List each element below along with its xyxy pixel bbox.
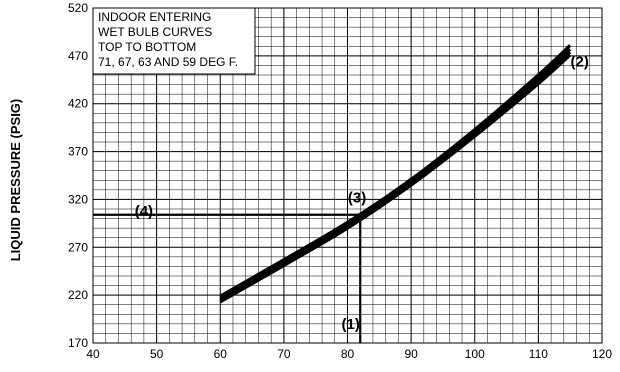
legend-box: INDOOR ENTERING WET BULB CURVES TOP TO B…	[92, 7, 256, 75]
y-tick-label: 270	[68, 240, 88, 254]
wet-bulb-curve-3	[219, 50, 572, 302]
reference-lines	[93, 213, 362, 343]
series-curves	[219, 44, 572, 304]
x-tick-labels: 40 50 60 70 80 90 100 110 120	[86, 347, 612, 361]
plot-frame	[92, 7, 603, 344]
x-tick-label: 80	[341, 347, 355, 361]
wet-bulb-curve-2	[219, 47, 572, 300]
annotation-1: (1)	[342, 316, 360, 333]
y-tick-label: 370	[68, 145, 88, 159]
y-tick-label: 320	[68, 192, 88, 206]
y-tick-label: 220	[68, 288, 88, 302]
legend-line-4: 71, 67, 63 AND 59 DEG F.	[98, 55, 238, 69]
y-tick-label: 170	[68, 336, 88, 350]
y-tick-label: 420	[68, 97, 88, 111]
x-tick-label: 60	[214, 347, 228, 361]
annotation-4: (4)	[135, 203, 153, 220]
x-tick-label: 50	[150, 347, 164, 361]
x-tick-label: 40	[86, 347, 100, 361]
x-tick-label: 90	[404, 347, 418, 361]
y-tick-label: 470	[68, 49, 88, 63]
annotations: (1) (2) (3) (4)	[135, 54, 589, 333]
y-axis-label: LIQUID PRESSURE (PSIG)	[8, 99, 23, 262]
annotation-2: (2)	[571, 54, 589, 71]
x-tick-label: 120	[592, 347, 612, 361]
y-tick-labels: 170 220 270 320 370 420 470 520	[68, 1, 88, 350]
legend-line-1: INDOOR ENTERING	[98, 10, 211, 24]
x-tick-label: 110	[529, 347, 548, 361]
legend-line-2: WET BULB CURVES	[98, 25, 212, 39]
y-tick-label: 520	[68, 1, 88, 15]
legend-frame	[92, 7, 256, 75]
x-tick-label: 70	[277, 347, 291, 361]
wet-bulb-curve-4	[219, 53, 572, 304]
x-tick-label: 100	[465, 347, 485, 361]
legend-line-3: TOP TO BOTTOM	[98, 40, 196, 54]
annotation-3: (3)	[348, 190, 366, 207]
